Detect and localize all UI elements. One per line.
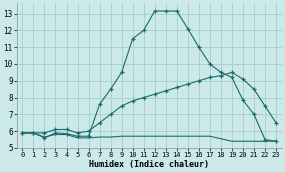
X-axis label: Humidex (Indice chaleur): Humidex (Indice chaleur) — [89, 159, 209, 169]
